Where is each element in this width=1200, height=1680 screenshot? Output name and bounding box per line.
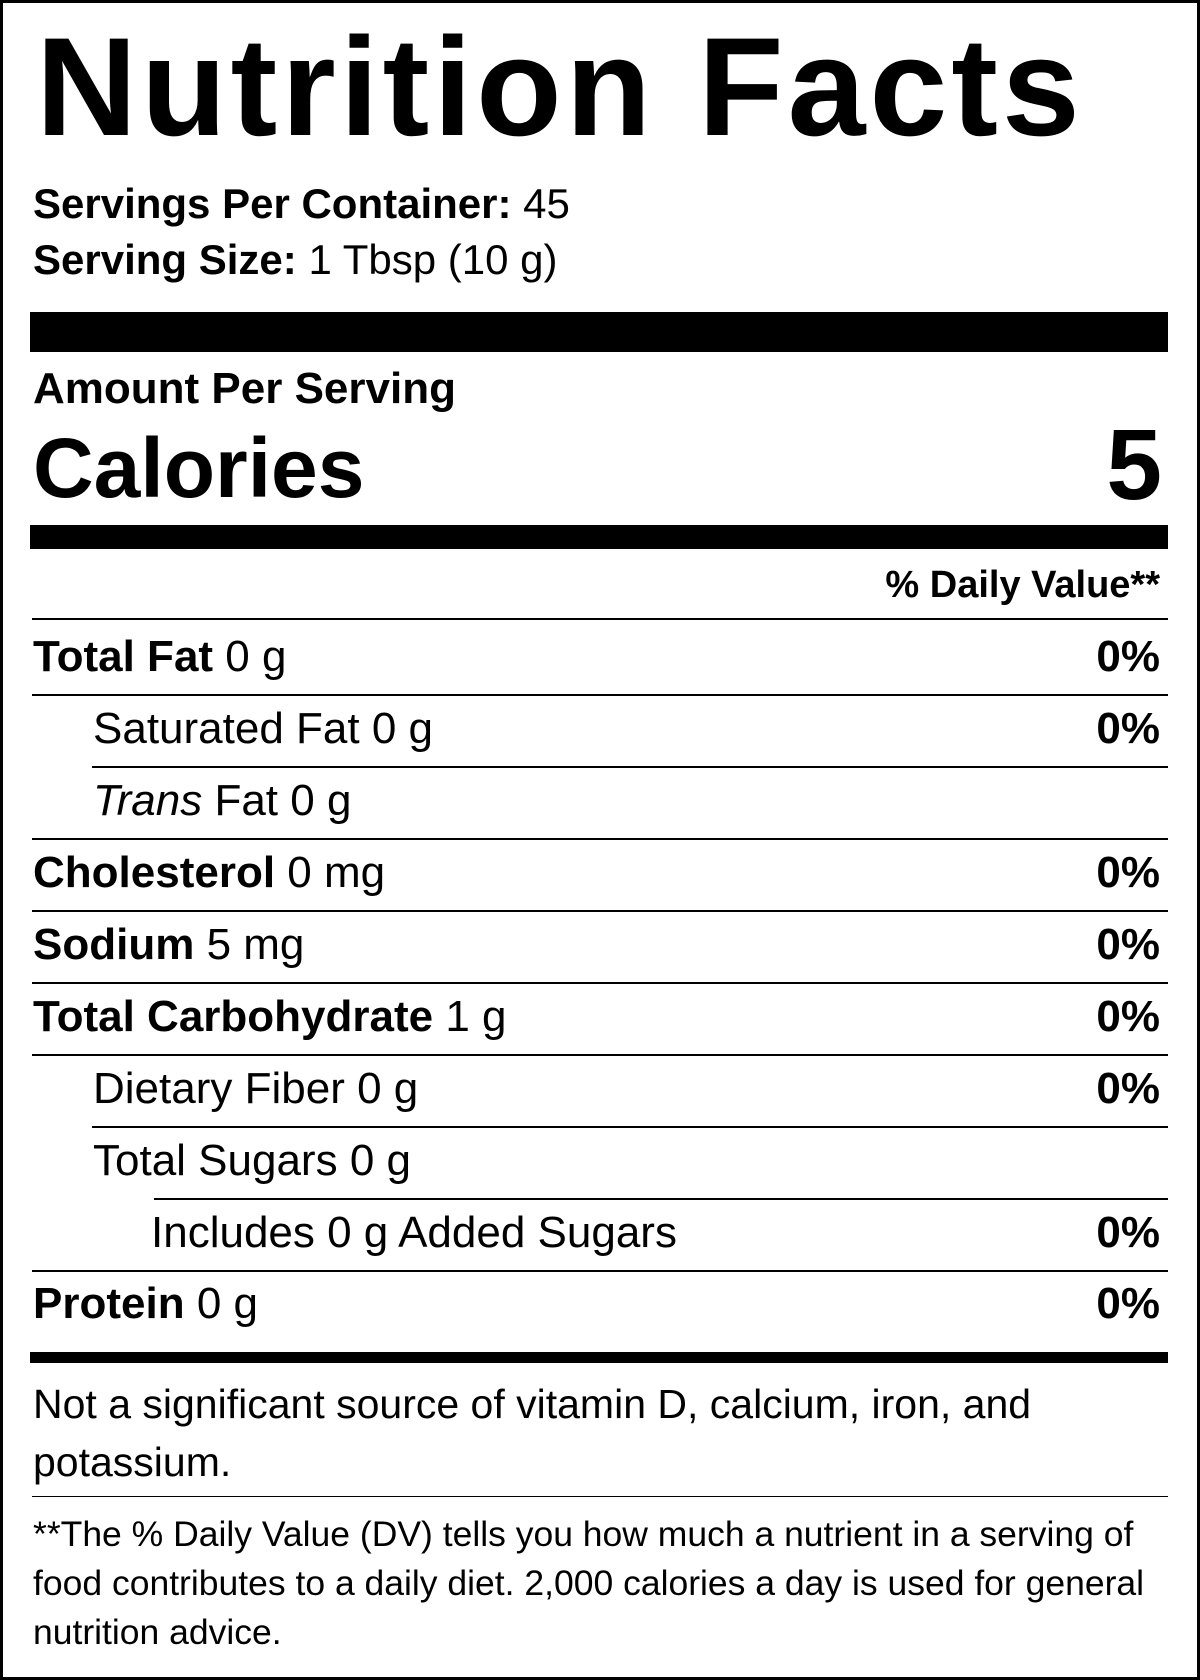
daily-value-percent: 0% (1096, 1208, 1160, 1257)
nutrient-label: Total Fat 0 g (33, 627, 286, 687)
nutrient-amount: 0 g (371, 704, 434, 753)
daily-value-percent: 0% (1096, 1064, 1160, 1113)
nutrient-name: Sodium (33, 920, 195, 969)
nutrient-name: Trans (93, 776, 203, 825)
divider (32, 838, 1168, 840)
nutrient-name: Saturated Fat (93, 704, 360, 753)
divider (32, 1270, 1168, 1272)
not-significant-note: Not a significant source of vitamin D, c… (33, 1381, 1032, 1485)
nutrient-name-suffix: Fat (214, 776, 279, 825)
calories-label: Calories (33, 421, 365, 515)
daily-value-footnote: **The % Daily Value (DV) tells you how m… (33, 1514, 1145, 1652)
divider (32, 1496, 1168, 1497)
nutrient-label: Includes 0 g Added Sugars (151, 1203, 677, 1263)
nutrient-amount: 5 mg (206, 920, 305, 969)
nutrient-label: Protein 0 g (33, 1274, 258, 1334)
divider (32, 694, 1168, 696)
nutrient-label: Total Sugars 0 g (93, 1131, 411, 1191)
nutrient-label: Total Carbohydrate 1 g (33, 987, 507, 1047)
nutrient-amount: 0 g (196, 1279, 258, 1328)
nutrient-row: Includes 0 g Added Sugars 0% (33, 1203, 1160, 1263)
nutrient-label: Saturated Fat 0 g (93, 699, 433, 759)
divider (32, 1054, 1168, 1056)
nutrient-row: Sodium 5 mg 0% (33, 915, 1160, 975)
daily-value-percent: 0% (1096, 704, 1160, 753)
daily-value-percent: 0% (1096, 1279, 1160, 1328)
nutrient-row: Saturated Fat 0 g 0% (33, 699, 1160, 759)
nutrient-label: Dietary Fiber 0 g (93, 1059, 418, 1119)
calories-value: 5 (1106, 409, 1162, 521)
divider (92, 766, 1168, 768)
nutrient-row: Total Carbohydrate 1 g 0% (33, 987, 1160, 1047)
divider (92, 1126, 1168, 1128)
nutrient-label: Trans Fat 0 g (93, 771, 351, 831)
nutrient-row: Cholesterol 0 mg 0% (33, 843, 1160, 903)
nutrient-amount: 0 g (225, 632, 287, 681)
nutrient-name: Total Sugars (93, 1136, 338, 1185)
divider (32, 618, 1168, 620)
thick-divider (30, 1352, 1168, 1363)
nutrient-row: Trans Fat 0 g (33, 771, 1160, 831)
nutrient-label: Sodium 5 mg (33, 915, 304, 975)
nutrient-row: Total Sugars 0 g (33, 1131, 1160, 1191)
daily-value-percent: 0% (1096, 632, 1160, 681)
nutrient-label: Cholesterol 0 mg (33, 843, 385, 903)
nutrient-amount: 0 g (349, 1136, 411, 1185)
label-title: Nutrition Facts (36, 8, 1084, 165)
daily-value-header: % Daily Value** (885, 564, 1160, 606)
nutrient-amount: 0 g (290, 776, 352, 825)
daily-value-percent: 0% (1096, 992, 1160, 1041)
nutrient-row: Dietary Fiber 0 g 0% (33, 1059, 1160, 1119)
nutrient-row: Protein 0 g 0% (33, 1274, 1160, 1334)
nutrient-amount: 0 g (357, 1064, 419, 1113)
divider (32, 910, 1168, 912)
thick-divider (30, 525, 1168, 549)
nutrient-row: Total Fat 0 g 0% (33, 627, 1160, 687)
nutrient-name: Protein (33, 1279, 185, 1328)
thick-divider (30, 312, 1168, 352)
divider (154, 1198, 1168, 1200)
divider (32, 982, 1168, 984)
nutrient-name: Dietary Fiber (93, 1064, 345, 1113)
nutrient-name: Total Carbohydrate (33, 992, 434, 1041)
daily-value-percent: 0% (1096, 920, 1160, 969)
nutrient-amount: 1 g (445, 992, 507, 1041)
daily-value-percent: 0% (1096, 848, 1160, 897)
nutrient-name: Includes 0 g Added Sugars (151, 1208, 677, 1257)
servings-per-container: Servings Per Container: 45 (33, 180, 570, 227)
serving-size: Serving Size: 1 Tbsp (10 g) (33, 236, 558, 283)
nutrient-amount: 0 mg (287, 848, 386, 897)
nutrient-name: Total Fat (33, 632, 214, 681)
amount-per-serving: Amount Per Serving (33, 364, 456, 413)
nutrient-name: Cholesterol (33, 848, 276, 897)
